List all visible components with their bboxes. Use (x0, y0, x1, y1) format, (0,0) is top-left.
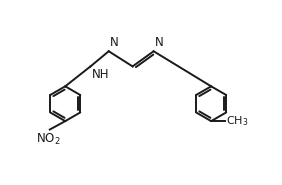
Text: NO$_2$: NO$_2$ (36, 132, 61, 147)
Text: N: N (110, 36, 118, 49)
Text: N: N (155, 36, 163, 49)
Text: CH$_3$: CH$_3$ (226, 114, 249, 128)
Text: NH: NH (92, 68, 109, 80)
